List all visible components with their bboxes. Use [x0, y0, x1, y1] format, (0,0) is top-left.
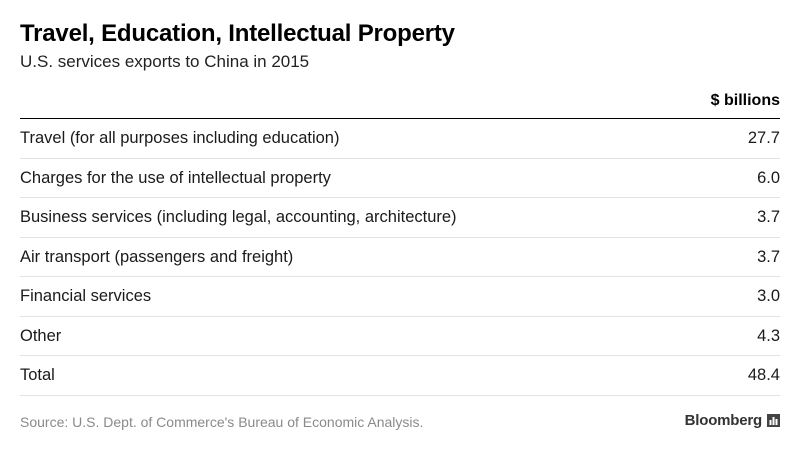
table-row: Travel (for all purposes including educa… [20, 119, 780, 159]
row-value: 3.7 [757, 208, 780, 226]
row-label: Travel (for all purposes including educa… [20, 129, 340, 147]
brand-logo: Bloomberg [685, 412, 780, 429]
table-row: Business services (including legal, acco… [20, 198, 780, 238]
row-value: 3.7 [757, 247, 780, 266]
table-row: Financial services 3.0 [20, 277, 780, 317]
row-label: Charges for the use of intellectual prop… [20, 168, 331, 187]
table-row: Other 4.3 [20, 317, 780, 356]
bloomberg-chart-icon [767, 414, 780, 427]
table-row-total: Total 48.4 [20, 356, 780, 396]
row-label: Total [20, 366, 55, 384]
row-value: 6.0 [757, 168, 780, 187]
table-header-row: $ billions [20, 88, 780, 119]
row-label: Other [20, 326, 62, 345]
chart-subtitle: U.S. services exports to China in 2015 [20, 52, 310, 71]
row-value: 4.3 [757, 326, 780, 345]
brand-name: Bloomberg [684, 412, 763, 429]
row-value: 27.7 [747, 129, 780, 147]
row-label: Business services (including legal, acco… [20, 208, 457, 226]
row-label: Air transport (passengers and freight) [20, 247, 294, 266]
table-row: Air transport (passengers and freight) 3… [20, 238, 780, 277]
column-header-value: $ billions [710, 92, 780, 109]
row-label: Financial services [20, 287, 152, 305]
table-row: Charges for the use of intellectual prop… [20, 159, 780, 198]
chart-title: Travel, Education, Intellectual Property [20, 20, 455, 47]
data-table: $ billions Travel (for all purposes incl… [20, 88, 780, 396]
row-value: 3.0 [757, 287, 780, 305]
source-note: Source: U.S. Dept. of Commerce's Bureau … [20, 414, 424, 430]
row-value: 48.4 [747, 366, 780, 384]
